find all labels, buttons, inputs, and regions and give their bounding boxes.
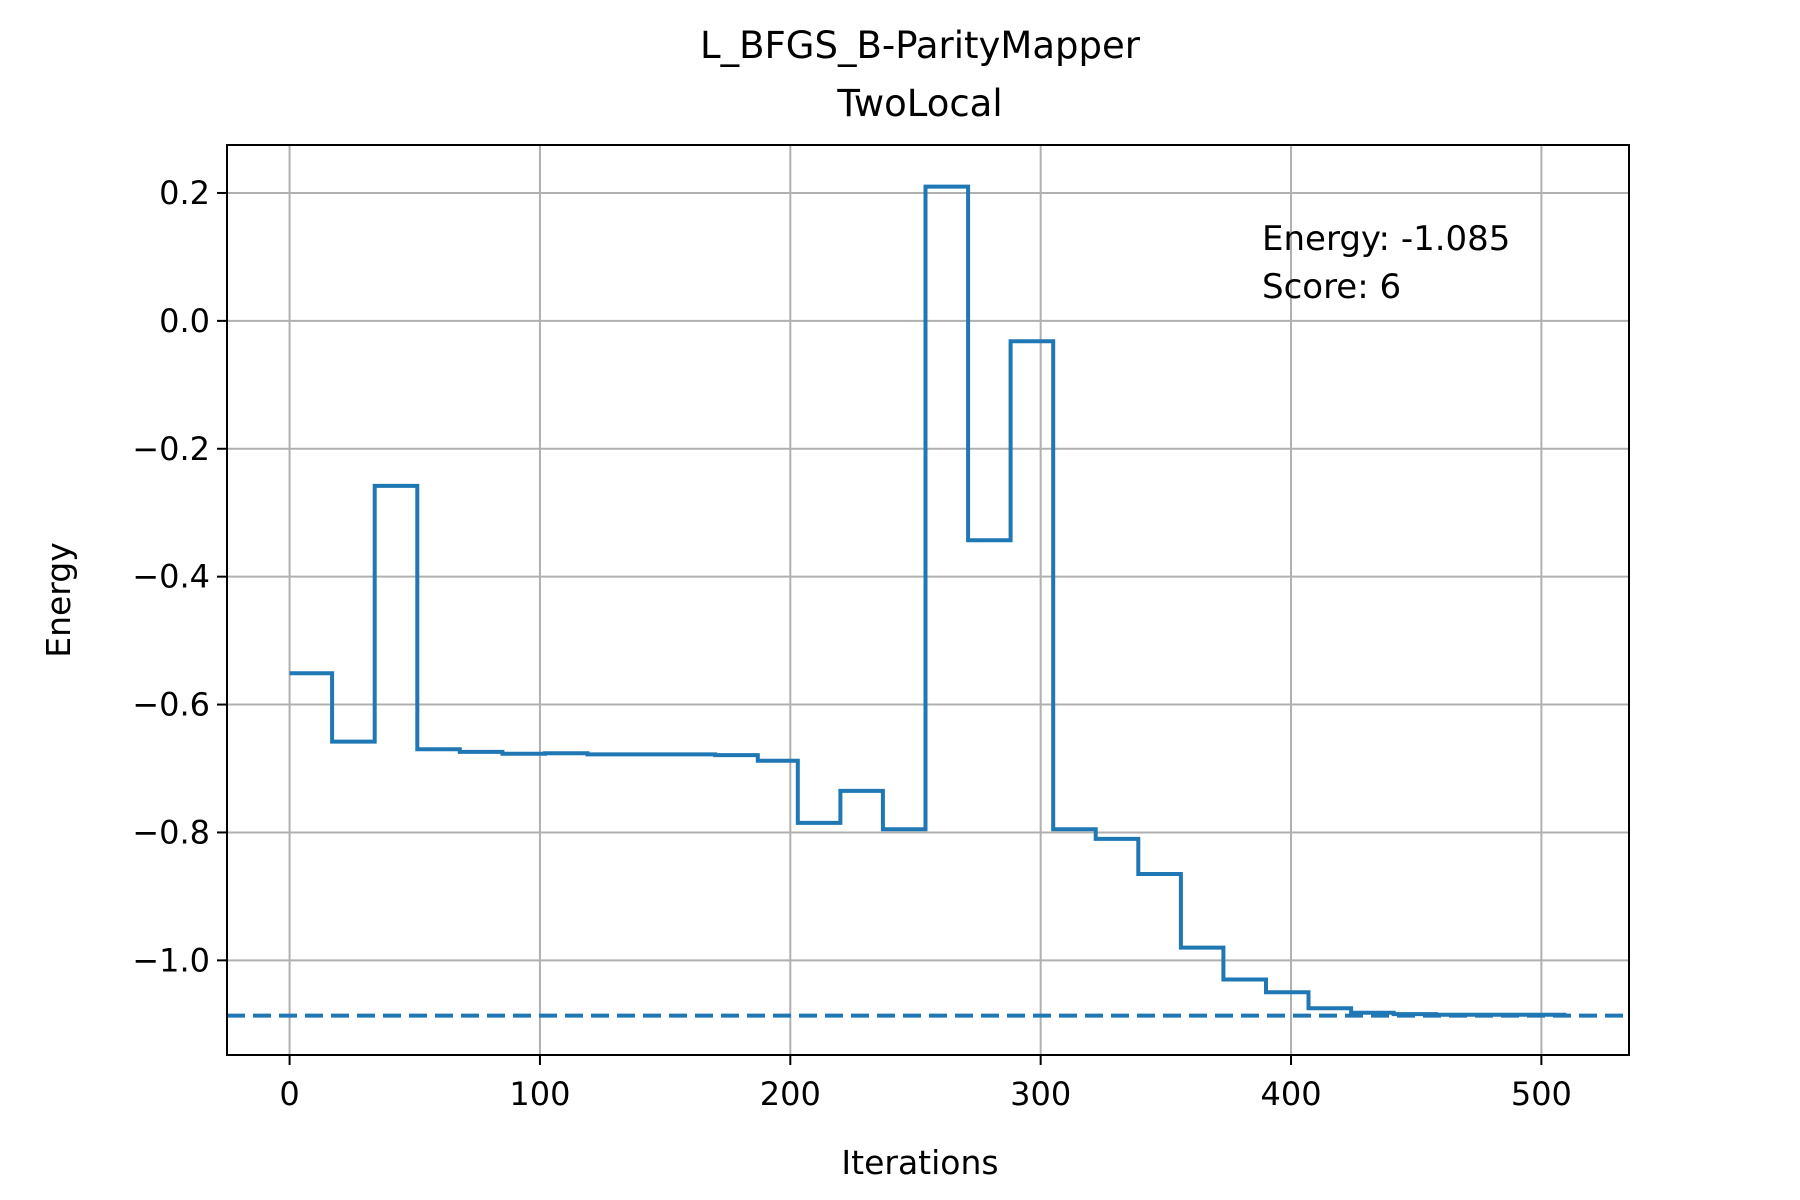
energy-annotation: Energy: -1.085 bbox=[1262, 219, 1510, 259]
x-tick-label: 300 bbox=[1010, 1075, 1071, 1113]
x-tick-label: 400 bbox=[1260, 1075, 1321, 1113]
x-tick-label: 0 bbox=[279, 1075, 299, 1113]
y-tick-label: −0.8 bbox=[132, 813, 210, 851]
chart-subtitle: TwoLocal bbox=[836, 82, 1002, 125]
grid-lines bbox=[227, 145, 1629, 1055]
y-tick-label: 0.2 bbox=[159, 174, 210, 212]
y-tick-label: −1.0 bbox=[132, 941, 210, 979]
energy-series-line bbox=[289, 184, 1567, 1017]
series-group bbox=[289, 184, 1567, 1017]
y-axis-label: Energy bbox=[39, 542, 78, 658]
x-tick-label: 500 bbox=[1511, 1075, 1572, 1113]
x-axis-label: Iterations bbox=[841, 1143, 998, 1182]
y-tick-label: −0.4 bbox=[132, 558, 210, 596]
y-tick-label: 0.0 bbox=[159, 302, 210, 340]
x-axis-ticks: 0 100 200 300 400 500 bbox=[279, 1055, 1572, 1113]
chart-title: L_BFGS_B-ParityMapper bbox=[700, 24, 1141, 67]
y-tick-label: −0.6 bbox=[132, 686, 210, 724]
plot-frame bbox=[226, 144, 1630, 1056]
x-tick-label: 100 bbox=[509, 1075, 570, 1113]
score-annotation: Score: 6 bbox=[1262, 267, 1401, 307]
y-axis-ticks: 0.2 0.0 −0.2 −0.4 −0.6 −0.8 −1.0 bbox=[132, 174, 227, 979]
x-tick-label: 200 bbox=[760, 1075, 821, 1113]
y-tick-label: −0.2 bbox=[132, 430, 210, 468]
